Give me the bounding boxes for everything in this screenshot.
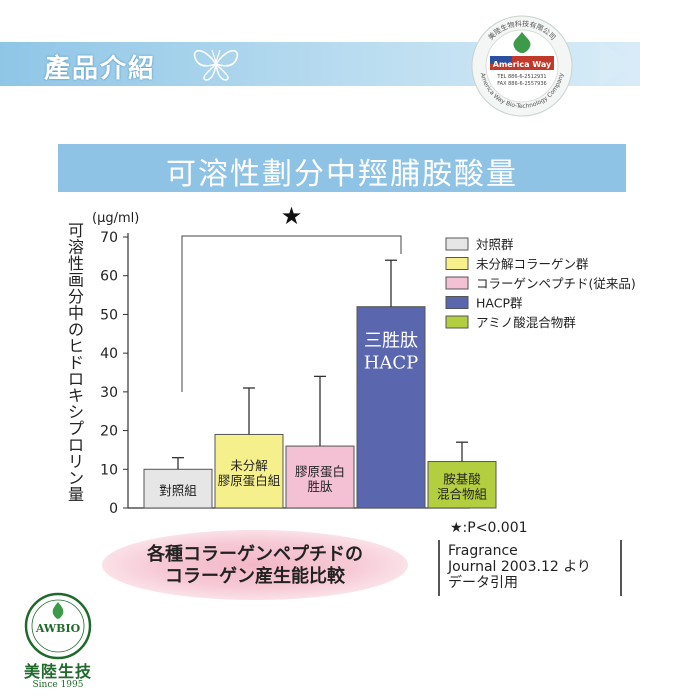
chart-title-band: 可溶性劃分中羥脯胺酸量 xyxy=(58,144,626,192)
caption: 各種コラーゲンペプチドの コラーゲン産生能比較 xyxy=(110,544,400,588)
y-tick-label: 50 xyxy=(100,307,118,323)
y-tick-label: 10 xyxy=(100,462,118,478)
significance-bracket xyxy=(181,235,402,392)
awbio-logo: AWBIO xyxy=(24,592,92,660)
bar xyxy=(285,445,355,509)
y-axis-unit: (μg/ml) xyxy=(92,211,139,226)
bar-label: 胺基酸混合物組 xyxy=(437,472,487,502)
caption-line-2: コラーゲン産生能比較 xyxy=(165,566,345,587)
legend-entry: 対照群 xyxy=(476,237,514,252)
source-citation: Fragrance Journal 2003.12 より データ引用 xyxy=(448,543,628,591)
y-tick-label: 60 xyxy=(100,269,118,285)
header-arrow xyxy=(600,42,634,86)
awbio-chinese-name: 美陸生技 xyxy=(23,662,92,681)
bar-label: 未分解膠原蛋白組 xyxy=(218,458,281,488)
legend-swatch xyxy=(445,237,469,251)
header-title: 產品介紹 xyxy=(44,54,157,84)
bar xyxy=(143,468,213,509)
y-tick-label: 30 xyxy=(100,385,118,401)
awbio-name: AWBIO xyxy=(35,622,81,635)
caption-background xyxy=(102,530,408,600)
source-line-1: Fragrance xyxy=(448,543,518,559)
awbio-since: Since 1995 xyxy=(32,680,84,690)
y-tick-label: 0 xyxy=(109,501,118,517)
legend-entry: アミノ酸混合物群 xyxy=(476,315,576,330)
leaf-icon xyxy=(513,32,531,53)
significance-star: ★ xyxy=(281,202,303,230)
bar xyxy=(214,433,284,509)
source-line-2: Journal 2003.12 より xyxy=(448,559,591,575)
legend-swatch xyxy=(445,296,469,309)
y-tick-label: 70 xyxy=(100,230,118,246)
company-seal: America Way TEL 886-6-2512931 FAX 886-6-… xyxy=(471,15,573,117)
caption-line-1: 各種コラーゲンペプチドの xyxy=(147,544,363,565)
significance-note: ★:P<0.001 xyxy=(450,520,528,536)
legend-entry: 未分解コラーゲン群 xyxy=(476,257,589,272)
seal-fax: FAX 886-6-2557936 xyxy=(497,81,546,87)
legend-entry: HACP群 xyxy=(476,296,523,311)
bar-label: 對照組 xyxy=(159,483,197,498)
chart-title: 可溶性劃分中羥脯胺酸量 xyxy=(166,157,518,192)
source-line-3: データ引用 xyxy=(448,575,518,591)
legend-swatch xyxy=(445,315,469,329)
legend-entry: コラーゲンペプチド(従来品) xyxy=(476,276,636,291)
seal-brand: America Way xyxy=(493,60,552,69)
y-tick-label: 40 xyxy=(100,346,118,362)
y-axis-label: 可溶性画分中のヒドロキシプロリン量 xyxy=(68,221,84,504)
leaf-icon xyxy=(52,602,64,619)
butterfly-icon xyxy=(193,49,239,81)
source-bracket xyxy=(438,540,622,596)
legend-swatch xyxy=(445,276,469,290)
legend-swatch xyxy=(445,257,469,270)
bar-label: 三胜肽 HACP xyxy=(364,330,419,373)
y-tick-label: 20 xyxy=(100,424,118,440)
seal-tel: TEL 886-6-2512931 xyxy=(496,74,546,80)
bar-label: 膠原蛋白胜肽 xyxy=(295,464,345,494)
